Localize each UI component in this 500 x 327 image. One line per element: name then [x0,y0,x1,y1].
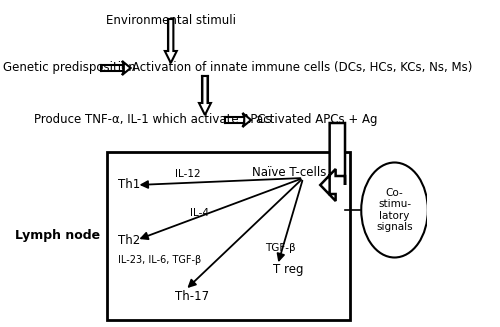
Text: Environmental stimuli: Environmental stimuli [106,14,236,27]
Text: TGF-β: TGF-β [264,243,296,253]
Text: Th2: Th2 [118,233,140,247]
Text: Th-17: Th-17 [175,289,209,302]
Text: activated APCs + Ag: activated APCs + Ag [256,113,378,127]
Text: Co-
stimu-
latory
signals: Co- stimu- latory signals [376,188,413,232]
Text: Genetic predisposition: Genetic predisposition [2,61,136,75]
Text: Activation of innate immune cells (DCs, HCs, KCs, Ns, Ms): Activation of innate immune cells (DCs, … [132,61,472,75]
Text: IL-23, IL-6, TGF-β: IL-23, IL-6, TGF-β [118,255,201,265]
Polygon shape [242,113,251,127]
Text: Lymph node: Lymph node [15,230,100,243]
Polygon shape [320,123,345,201]
Polygon shape [122,61,130,75]
Text: Produce TNF-α, IL-1 which activate APCs: Produce TNF-α, IL-1 which activate APCs [34,113,272,127]
Text: IL-12: IL-12 [175,169,201,179]
Text: T reg: T reg [274,264,304,277]
Bar [107,152,350,320]
Ellipse shape [361,163,428,257]
Polygon shape [165,19,177,63]
Polygon shape [199,76,211,115]
Text: IL-4: IL-4 [190,208,208,218]
Text: Th1: Th1 [118,179,140,192]
Text: Naïve T-cells: Naïve T-cells [252,165,326,179]
